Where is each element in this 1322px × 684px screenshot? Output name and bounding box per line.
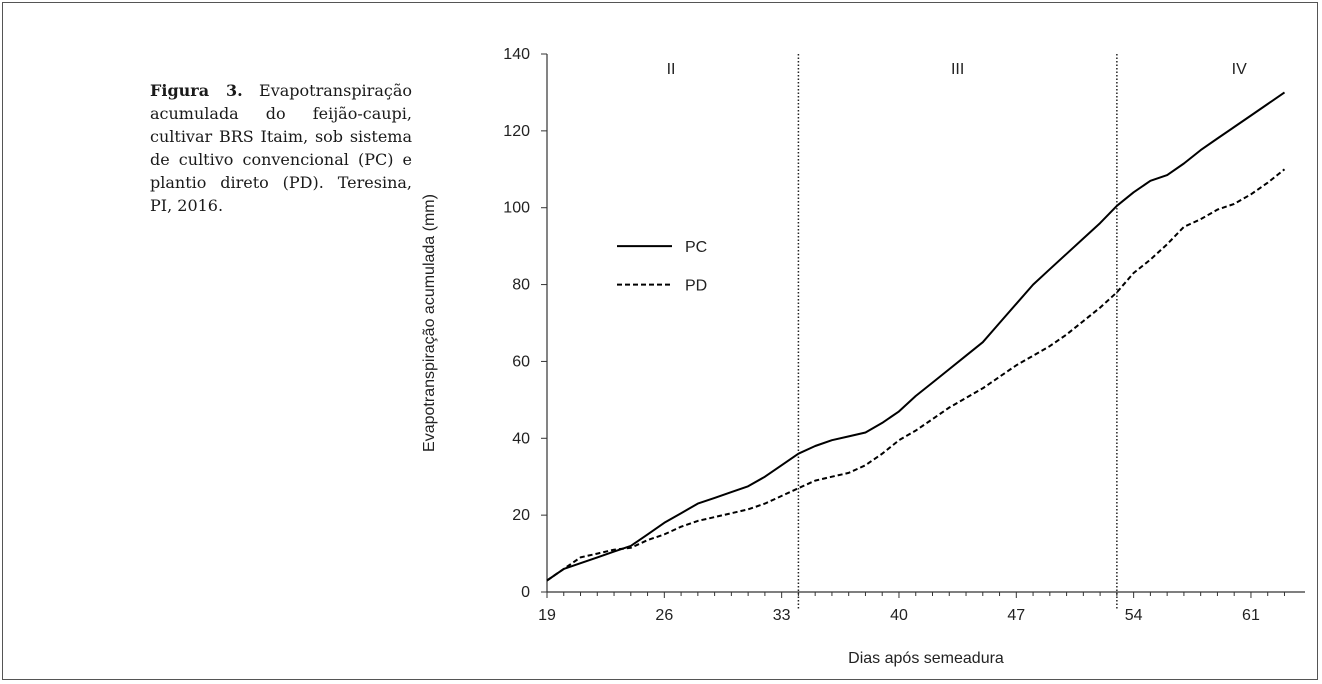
caption-label: Figura 3.: [150, 81, 243, 100]
legend-label-pc: PC: [685, 239, 707, 256]
chart-series: [546, 91, 1286, 582]
x-tick-label: 19: [538, 607, 556, 624]
chart-axes: [541, 53, 1305, 598]
x-tick-label: 26: [655, 607, 673, 624]
y-tick-label: 60: [512, 353, 530, 370]
x-tick-label: 54: [1125, 607, 1143, 624]
y-tick-label: 80: [512, 277, 530, 294]
figure-caption: Figura 3. Evapotranspiração acumulada do…: [150, 79, 412, 217]
y-tick-label: 100: [503, 200, 530, 217]
y-tick-label: 140: [503, 46, 530, 63]
x-tick-label: 40: [890, 607, 908, 624]
phase-dividers: [797, 54, 1118, 610]
phase-label: IV: [1232, 61, 1247, 78]
chart-legend: PC PD: [617, 239, 707, 295]
y-tick-label: 120: [503, 123, 530, 140]
chart-labels: 19 26 33 40 47 54 61 0 20 40 60 80 100 120 140 Dias apó…: [421, 46, 1260, 667]
y-tick-label: 40: [512, 430, 530, 447]
x-axis-title: Dias após semeadura: [848, 650, 1004, 667]
legend-label-pd: PD: [685, 278, 707, 295]
x-tick-label: 61: [1242, 607, 1260, 624]
y-axis-title: Evapotranspiração acumulada (mm): [421, 194, 438, 452]
phase-label: III: [951, 61, 964, 78]
x-tick-label: 33: [773, 607, 791, 624]
y-tick-label: 0: [521, 584, 530, 601]
phase-label: II: [667, 61, 676, 78]
series-line-pd: [546, 168, 1286, 582]
x-tick-label: 47: [1007, 607, 1025, 624]
y-tick-label: 20: [512, 507, 530, 524]
caption-text: Evapotranspiração acumulada do feijão-ca…: [150, 81, 412, 215]
series-line-pc: [546, 91, 1286, 582]
